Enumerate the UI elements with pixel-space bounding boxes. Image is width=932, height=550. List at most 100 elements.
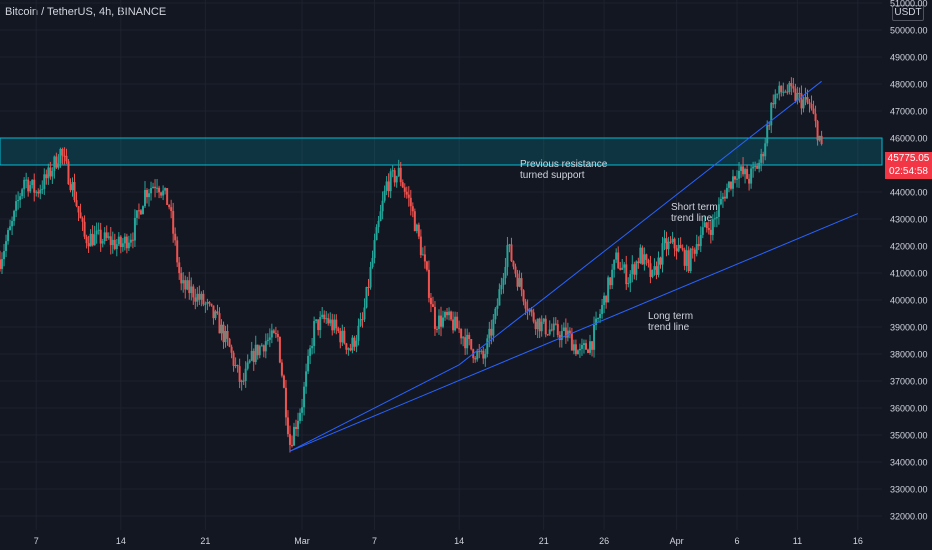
candle-body xyxy=(266,339,269,342)
candle-body xyxy=(748,178,751,184)
candle-body xyxy=(254,344,257,362)
candle-body xyxy=(812,108,815,114)
candle-body xyxy=(190,286,193,294)
candle-body xyxy=(572,344,575,351)
y-tick-label: 35000.00 xyxy=(890,431,928,441)
candle-body xyxy=(786,91,789,93)
candle-body xyxy=(776,93,779,95)
candle-body xyxy=(389,171,392,192)
candle-body xyxy=(282,375,285,388)
candle-body xyxy=(508,244,511,246)
candle-body xyxy=(778,85,781,94)
candle-body xyxy=(133,217,136,241)
candle-body xyxy=(667,241,670,250)
candle-body xyxy=(808,102,811,104)
price-axis[interactable]: 51000.00 50000.00 49000.00 48000.00 47000.00… xyxy=(890,0,928,522)
candle-body xyxy=(601,304,604,315)
candle-body xyxy=(746,169,749,179)
currency-button[interactable]: USDT xyxy=(892,5,924,21)
candle-body xyxy=(150,188,153,194)
candle-body xyxy=(635,261,638,275)
candle-body xyxy=(466,334,469,349)
candle-body xyxy=(462,337,465,339)
time-axis[interactable]: 7 14 21 Mar 7 14 21 26 Apr 6 11 16 xyxy=(34,536,863,546)
candle-body xyxy=(709,229,712,235)
candle-body xyxy=(693,249,696,254)
candle-body xyxy=(105,232,108,238)
candle-body xyxy=(329,319,332,324)
candle-body xyxy=(276,333,279,337)
candle-body xyxy=(15,201,18,211)
candle-body xyxy=(258,346,261,356)
candle-body xyxy=(29,185,32,192)
candle-body xyxy=(315,319,318,322)
candle-body xyxy=(564,327,567,338)
candle-body xyxy=(75,200,78,207)
candle-body xyxy=(347,348,350,350)
candle-body xyxy=(715,216,718,219)
candle-body xyxy=(123,236,126,244)
x-tick-label: Apr xyxy=(670,536,684,546)
candle-body xyxy=(268,337,271,340)
candle-body xyxy=(146,190,148,198)
candle-body xyxy=(820,135,823,145)
candle-body xyxy=(484,353,487,359)
candle-body xyxy=(174,233,177,241)
candle-body xyxy=(653,266,656,270)
candle-body xyxy=(731,176,734,189)
candle-body xyxy=(33,179,36,193)
candle-body xyxy=(429,297,432,305)
candle-body xyxy=(423,254,426,262)
candle-body xyxy=(101,241,104,244)
candle-body xyxy=(526,308,529,312)
candle-body xyxy=(425,261,428,270)
candle-body xyxy=(0,259,1,269)
candle-body xyxy=(452,319,455,331)
candle-body xyxy=(9,226,12,231)
candle-body xyxy=(17,199,20,202)
candle-body xyxy=(385,181,388,191)
candle-body xyxy=(240,380,243,382)
candle-body xyxy=(580,344,583,349)
candle-body xyxy=(349,348,352,351)
candle-body xyxy=(5,241,8,252)
candle-body xyxy=(695,244,698,254)
candle-body xyxy=(387,181,390,192)
candle-body xyxy=(482,350,485,359)
trend-lines[interactable] xyxy=(289,80,859,452)
candle-body xyxy=(307,355,310,372)
candle-body xyxy=(182,280,185,284)
candle-body xyxy=(490,328,493,336)
candle-body xyxy=(230,346,233,353)
candle-body xyxy=(699,234,702,247)
candle-body xyxy=(214,311,217,319)
candle-body xyxy=(617,252,620,269)
candle-body xyxy=(448,311,451,316)
candle-body xyxy=(202,293,205,305)
candle-body xyxy=(578,348,581,351)
candle-body xyxy=(212,305,215,319)
candle-body xyxy=(178,262,181,274)
support-zone xyxy=(0,137,883,166)
candle-body xyxy=(339,331,342,343)
candle-body xyxy=(534,321,537,330)
candle-body xyxy=(470,339,473,350)
candle-body xyxy=(216,311,219,314)
candle-body xyxy=(518,278,521,287)
candle-body xyxy=(582,343,585,345)
candle-body xyxy=(675,248,678,252)
candle-body xyxy=(35,191,38,193)
candle-body xyxy=(538,318,541,332)
candle-body xyxy=(129,239,132,243)
candle-body xyxy=(657,257,660,275)
candle-body xyxy=(454,316,457,331)
candle-body xyxy=(95,230,98,235)
candle-body xyxy=(166,188,169,205)
candle-body xyxy=(170,207,173,211)
candle-body xyxy=(740,166,743,171)
candle-body xyxy=(599,314,602,318)
candle-body xyxy=(494,308,497,320)
x-tick-label: 14 xyxy=(454,536,464,546)
candle-body xyxy=(162,190,165,196)
